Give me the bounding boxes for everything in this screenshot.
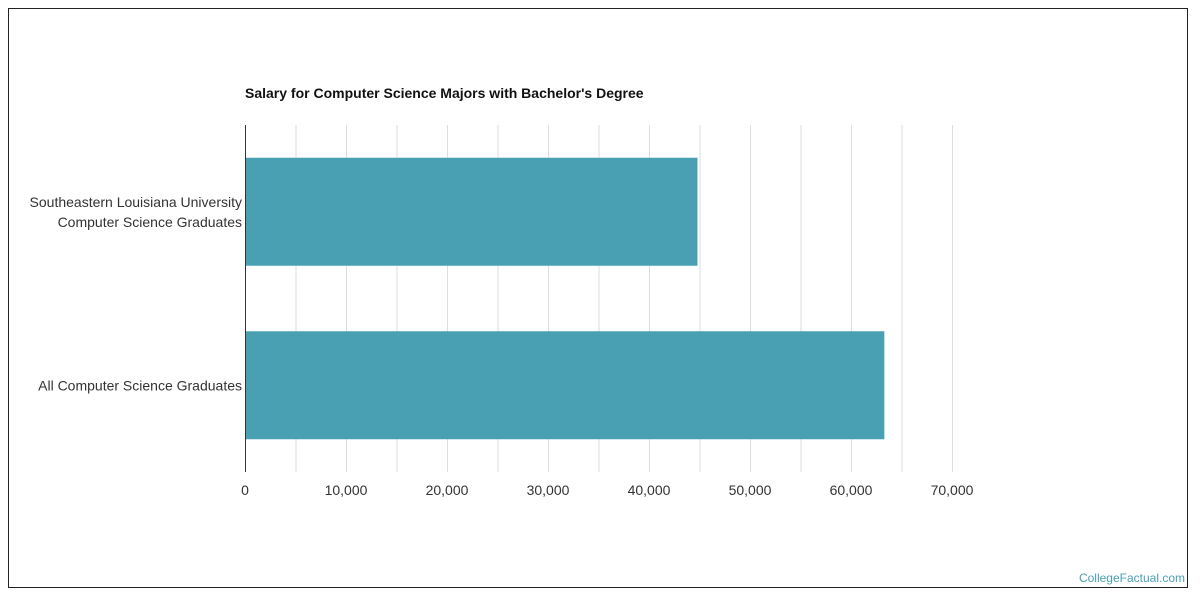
x-tick-label: 40,000	[628, 482, 671, 498]
x-tick-label: 0	[241, 482, 249, 498]
x-tick-label: 50,000	[729, 482, 772, 498]
x-tick-label: 10,000	[325, 482, 368, 498]
x-tick-label: 70,000	[931, 482, 974, 498]
x-tick-label: 60,000	[830, 482, 873, 498]
x-tick-label: 20,000	[426, 482, 469, 498]
category-label-0: Southeastern Louisiana University Compute…	[30, 194, 242, 230]
chart-title: Salary for Computer Science Majors with …	[245, 85, 644, 101]
bar-0	[245, 157, 698, 266]
chart-frame	[8, 8, 1188, 588]
bar-1	[245, 331, 885, 440]
watermark: CollegeFactual.com	[1078, 571, 1185, 585]
category-label-1: All Computer Science Graduates	[38, 377, 242, 393]
x-tick-label: 30,000	[527, 482, 570, 498]
